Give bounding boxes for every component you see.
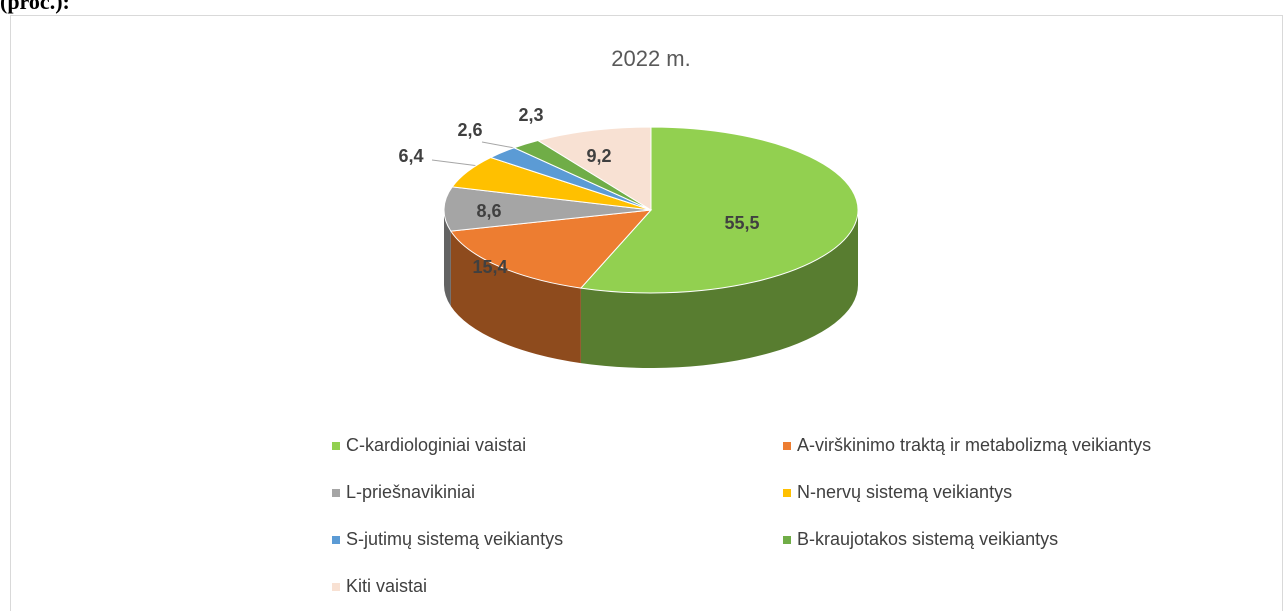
legend-label: Kiti vaistai: [346, 576, 427, 596]
slice: [536, 126, 652, 211]
slice: [579, 126, 859, 294]
legend-label: B-kraujotakos sistemą veikiantys: [797, 529, 1058, 549]
legend-swatch: [332, 489, 340, 497]
slice-side: [580, 210, 858, 368]
legend-swatch: [783, 489, 791, 497]
data-label: 2,3: [518, 105, 543, 125]
slice: [449, 209, 653, 289]
data-label: 2,6: [457, 120, 482, 140]
data-label: 6,4: [398, 146, 423, 166]
slice: [443, 186, 652, 232]
legend-label: C-kardiologiniai vaistai: [346, 435, 526, 455]
legend-swatch: [783, 536, 791, 544]
slice-side: [444, 210, 451, 307]
legend-label: A-virškinimo traktą ir metabolizmą veiki…: [797, 435, 1151, 455]
legend-label: N-nervų sistemą veikiantys: [797, 482, 1012, 502]
slice-side: [450, 231, 581, 364]
data-label: 55,5: [724, 213, 759, 233]
data-label: 9,2: [586, 146, 611, 166]
caption: (proc.):: [0, 0, 70, 14]
data-label: 8,6: [476, 201, 501, 221]
chart-title: 2022 m.: [611, 46, 691, 71]
legend-label: L-priešnavikiniai: [346, 482, 475, 502]
data-label: 15,4: [472, 257, 507, 277]
legend-swatch: [332, 536, 340, 544]
legend-swatch: [332, 583, 340, 591]
legend-swatch: [783, 442, 791, 450]
legend-swatch: [332, 442, 340, 450]
legend-label: S-jutimų sistemą veikiantys: [346, 529, 563, 549]
